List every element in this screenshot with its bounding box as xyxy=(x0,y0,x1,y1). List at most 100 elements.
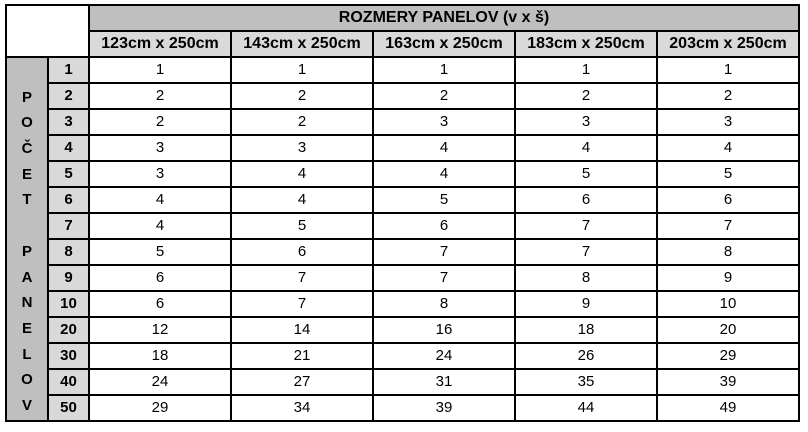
panel-count-cell: 6 xyxy=(230,238,374,266)
panel-count-cell: 5 xyxy=(656,160,800,188)
panel-count-cell: 4 xyxy=(230,186,374,214)
side-label-letter: E xyxy=(21,165,32,183)
panel-count-cell: 21 xyxy=(230,342,374,370)
side-label-letter: V xyxy=(21,397,32,415)
panel-count-cell: 1 xyxy=(514,56,658,84)
row-header-count: 10 xyxy=(47,290,90,318)
panel-count-cell: 9 xyxy=(514,290,658,318)
panel-count-cell: 5 xyxy=(372,186,516,214)
panel-count-cell: 3 xyxy=(372,108,516,136)
column-header-143x250: 143cm x 250cm xyxy=(230,30,374,58)
row-header-count: 40 xyxy=(47,368,90,396)
panel-count-cell: 29 xyxy=(656,342,800,370)
table-row: 50 29 34 39 44 49 xyxy=(6,394,800,422)
table-title: ROZMERY PANELOV (v x š) xyxy=(88,4,800,32)
panel-count-cell: 2 xyxy=(230,108,374,136)
panel-count-cell: 6 xyxy=(372,212,516,240)
panel-count-cell: 20 xyxy=(656,316,800,344)
row-header-count: 1 xyxy=(47,56,90,84)
panel-count-cell: 4 xyxy=(656,134,800,162)
side-label-letter: Č xyxy=(21,140,33,158)
panel-count-cell: 26 xyxy=(514,342,658,370)
panel-count-cell: 3 xyxy=(88,134,232,162)
panel-count-cell: 7 xyxy=(230,290,374,318)
panel-count-cell: 2 xyxy=(514,82,658,110)
panel-count-cell: 29 xyxy=(88,394,232,422)
panel-count-cell: 39 xyxy=(372,394,516,422)
panel-count-cell: 24 xyxy=(88,368,232,396)
row-header-count: 9 xyxy=(47,264,90,292)
side-label-letter: T xyxy=(22,191,32,209)
panel-count-cell: 2 xyxy=(656,82,800,110)
panel-count-cell: 2 xyxy=(230,82,374,110)
panel-count-cell: 7 xyxy=(656,212,800,240)
side-label-letter xyxy=(8,213,46,239)
panel-count-cell: 10 xyxy=(656,290,800,318)
panel-count-cell: 49 xyxy=(656,394,800,422)
panel-count-cell: 1 xyxy=(656,56,800,84)
table-row: 30 18 21 24 26 29 xyxy=(6,342,800,370)
row-header-count: 30 xyxy=(47,342,90,370)
panel-size-table-container: ROZMERY PANELOV (v x š) 123cm x 250cm 14… xyxy=(5,4,800,422)
panel-count-cell: 34 xyxy=(230,394,374,422)
panel-count-cell: 7 xyxy=(372,264,516,292)
panel-count-cell: 31 xyxy=(372,368,516,396)
row-header-count: 2 xyxy=(47,82,90,110)
panel-count-cell: 8 xyxy=(372,290,516,318)
panel-count-cell: 8 xyxy=(656,238,800,266)
panel-count-cell: 7 xyxy=(372,238,516,266)
panel-count-cell: 7 xyxy=(514,212,658,240)
panel-count-cell: 18 xyxy=(514,316,658,344)
panel-count-cell: 1 xyxy=(230,56,374,84)
panel-count-cell: 8 xyxy=(514,264,658,292)
rozmery-panelov-table: ROZMERY PANELOV (v x š) 123cm x 250cm 14… xyxy=(5,4,800,422)
panel-count-cell: 4 xyxy=(514,134,658,162)
panel-count-cell: 6 xyxy=(88,290,232,318)
panel-count-cell: 12 xyxy=(88,316,232,344)
table-row: 10 6 7 8 9 10 xyxy=(6,290,800,318)
side-label-letter: O xyxy=(21,114,33,132)
column-header-203x250: 203cm x 250cm xyxy=(656,30,800,58)
side-label-letter: N xyxy=(21,294,33,312)
panel-count-cell: 5 xyxy=(230,212,374,240)
panel-count-cell: 7 xyxy=(514,238,658,266)
row-header-count: 7 xyxy=(47,212,90,240)
panel-count-cell: 1 xyxy=(372,56,516,84)
panel-count-cell: 3 xyxy=(230,134,374,162)
side-label-letter: E xyxy=(21,320,32,338)
side-label-letter: A xyxy=(21,268,33,286)
panel-count-cell: 4 xyxy=(372,134,516,162)
panel-count-cell: 2 xyxy=(372,82,516,110)
panel-count-cell: 1 xyxy=(88,56,232,84)
panel-count-cell: 4 xyxy=(230,160,374,188)
column-header-163x250: 163cm x 250cm xyxy=(372,30,516,58)
panel-count-cell: 27 xyxy=(230,368,374,396)
panel-count-cell: 4 xyxy=(88,212,232,240)
panel-count-cell: 3 xyxy=(514,108,658,136)
panel-count-cell: 4 xyxy=(88,186,232,214)
side-label-letter: P xyxy=(21,88,32,106)
column-header-183x250: 183cm x 250cm xyxy=(514,30,658,58)
row-header-count: 4 xyxy=(47,134,90,162)
table-row: 40 24 27 31 35 39 xyxy=(6,368,800,396)
panel-count-cell: 7 xyxy=(230,264,374,292)
side-label-letter: O xyxy=(21,371,33,389)
row-header-count: 3 xyxy=(47,108,90,136)
panel-count-cell: 16 xyxy=(372,316,516,344)
panel-count-cell: 18 xyxy=(88,342,232,370)
panel-count-cell: 24 xyxy=(372,342,516,370)
panel-count-cell: 35 xyxy=(514,368,658,396)
panel-count-cell: 3 xyxy=(88,160,232,188)
panel-count-cell: 6 xyxy=(656,186,800,214)
panel-count-cell: 2 xyxy=(88,82,232,110)
panel-count-cell: 6 xyxy=(514,186,658,214)
panel-count-cell: 44 xyxy=(514,394,658,422)
